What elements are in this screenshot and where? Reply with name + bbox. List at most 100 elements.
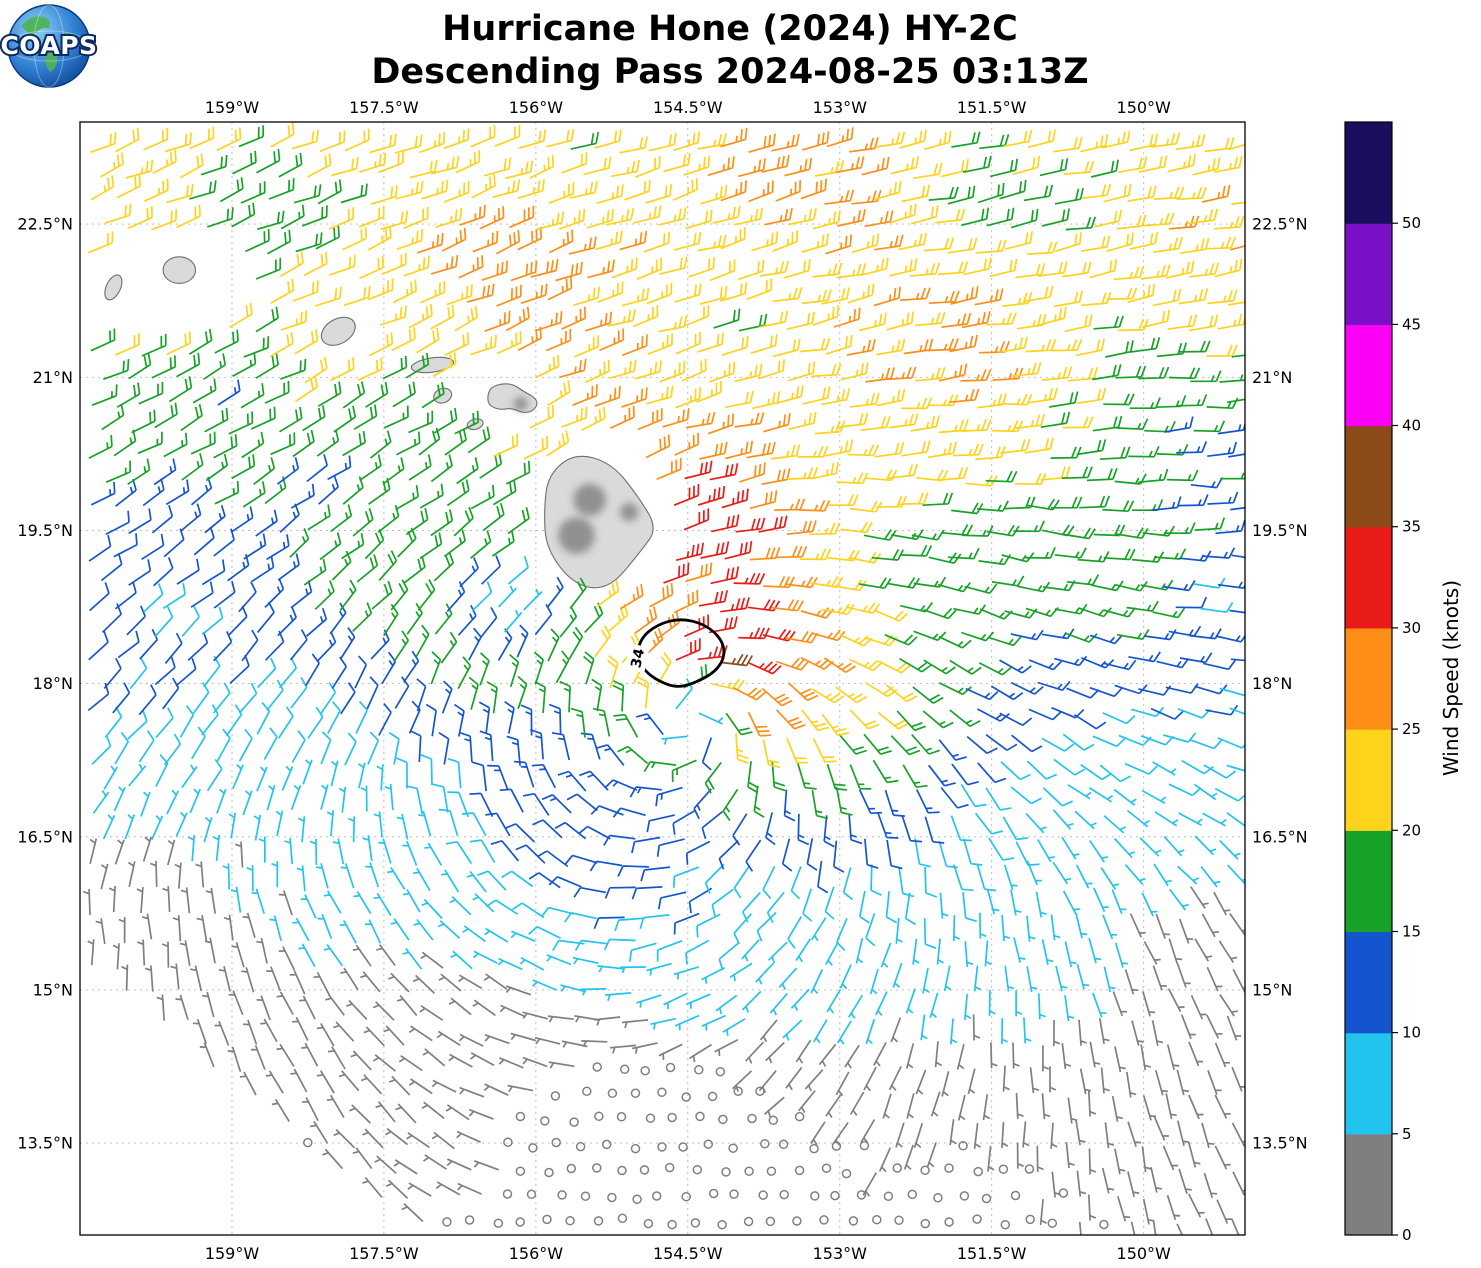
wind-barb bbox=[292, 429, 315, 458]
wind-barb bbox=[378, 151, 404, 174]
wind-barb bbox=[263, 727, 278, 761]
wind-barb bbox=[319, 130, 346, 153]
wind-barb bbox=[278, 890, 293, 916]
wind-barb bbox=[166, 183, 194, 204]
wind-barb bbox=[559, 606, 578, 638]
colorbar-bin-45-50 bbox=[1345, 223, 1392, 325]
wind-barb bbox=[636, 257, 663, 280]
wind-barb bbox=[420, 951, 444, 969]
wind-barb bbox=[781, 838, 793, 872]
wind-barb bbox=[1130, 337, 1161, 353]
wind-barb bbox=[1207, 491, 1239, 505]
wind-barb bbox=[368, 332, 394, 357]
wind-barb bbox=[913, 1122, 924, 1149]
wind-barb bbox=[292, 280, 319, 302]
wind-barb bbox=[325, 993, 345, 1016]
wind-barb bbox=[1061, 836, 1080, 860]
wind-barb bbox=[471, 761, 488, 792]
wind-barb bbox=[1140, 264, 1171, 280]
wind-barb bbox=[307, 504, 331, 531]
wind-barb bbox=[87, 231, 114, 254]
calm-wind-circle bbox=[848, 1216, 859, 1226]
wind-barb bbox=[675, 332, 701, 355]
wind-barb bbox=[795, 938, 812, 963]
wind-barb bbox=[701, 810, 724, 840]
wind-barb bbox=[848, 813, 863, 845]
wind-barb bbox=[858, 312, 887, 332]
wind-barb bbox=[672, 866, 699, 888]
wind-barb bbox=[89, 838, 98, 865]
wind-barb bbox=[696, 380, 722, 403]
wind-barb bbox=[812, 305, 840, 326]
wind-barb bbox=[277, 553, 300, 581]
wind-barb bbox=[737, 259, 765, 281]
wind-barb bbox=[1037, 839, 1055, 863]
wind-barb bbox=[976, 500, 1009, 512]
wind-barb bbox=[1142, 309, 1171, 329]
wind-barb bbox=[101, 403, 125, 431]
wind-barb bbox=[1189, 314, 1219, 332]
globe-continent-north bbox=[22, 16, 50, 34]
wind-barb bbox=[572, 384, 598, 406]
wind-barb bbox=[1206, 1014, 1223, 1039]
wind-barb bbox=[1022, 1121, 1030, 1148]
wind-barb bbox=[643, 760, 677, 773]
wind-barb bbox=[909, 262, 941, 277]
wind-barb bbox=[519, 956, 545, 971]
wind-barb bbox=[724, 390, 754, 409]
wind-barb bbox=[568, 236, 597, 255]
wind-barb bbox=[302, 1097, 319, 1121]
wind-barb bbox=[214, 1020, 230, 1046]
wind-barb bbox=[415, 327, 440, 354]
wind-barb bbox=[280, 251, 304, 277]
wind-barb bbox=[128, 763, 147, 787]
wind-barb bbox=[395, 757, 408, 789]
wind-barb bbox=[190, 965, 203, 992]
wind-barb bbox=[1153, 236, 1183, 253]
wind-barb bbox=[1187, 1141, 1201, 1168]
wind-barb bbox=[1155, 913, 1170, 939]
wind-barb bbox=[673, 231, 702, 251]
wind-barb bbox=[699, 285, 728, 305]
wind-barb bbox=[472, 893, 495, 913]
wind-barb bbox=[358, 205, 385, 228]
wind-barb bbox=[709, 463, 739, 481]
wind-barb bbox=[597, 965, 624, 973]
wind-barb bbox=[697, 133, 727, 150]
island-terrain-shading bbox=[573, 483, 606, 516]
wind-barb bbox=[772, 287, 803, 303]
wind-barb bbox=[952, 864, 974, 892]
wind-barb bbox=[124, 814, 136, 840]
wind-barb bbox=[559, 358, 587, 379]
wind-barb bbox=[1079, 495, 1110, 509]
wind-barb bbox=[977, 762, 1007, 784]
wind-barb bbox=[838, 412, 869, 428]
wind-barb bbox=[302, 405, 326, 432]
wind-barb bbox=[299, 995, 316, 1020]
wind-barb bbox=[765, 1041, 785, 1064]
wind-barb bbox=[923, 607, 957, 620]
wind-barb bbox=[901, 815, 922, 843]
wind-barb bbox=[402, 947, 423, 970]
wind-barb bbox=[257, 657, 277, 689]
wind-barb bbox=[258, 836, 266, 863]
wind-barb bbox=[936, 938, 944, 965]
wind-barb bbox=[922, 492, 954, 507]
wind-barb bbox=[1176, 441, 1208, 454]
wind-barb bbox=[243, 336, 270, 358]
wind-barb bbox=[125, 159, 154, 179]
wind-barb bbox=[965, 687, 999, 701]
wind-barb bbox=[295, 375, 318, 403]
wind-barb bbox=[1178, 812, 1203, 827]
wind-barb bbox=[869, 968, 879, 995]
wind-barb bbox=[352, 1147, 373, 1170]
wind-barb bbox=[87, 939, 95, 966]
wind-barb bbox=[738, 627, 770, 640]
wind-barb bbox=[1041, 524, 1075, 537]
wind-barb bbox=[296, 865, 306, 892]
wind-barb bbox=[342, 430, 366, 457]
wind-barb bbox=[1055, 965, 1068, 992]
calm-wind-circle bbox=[542, 1214, 552, 1225]
wind-barb bbox=[443, 128, 470, 150]
wind-barb bbox=[836, 917, 848, 951]
